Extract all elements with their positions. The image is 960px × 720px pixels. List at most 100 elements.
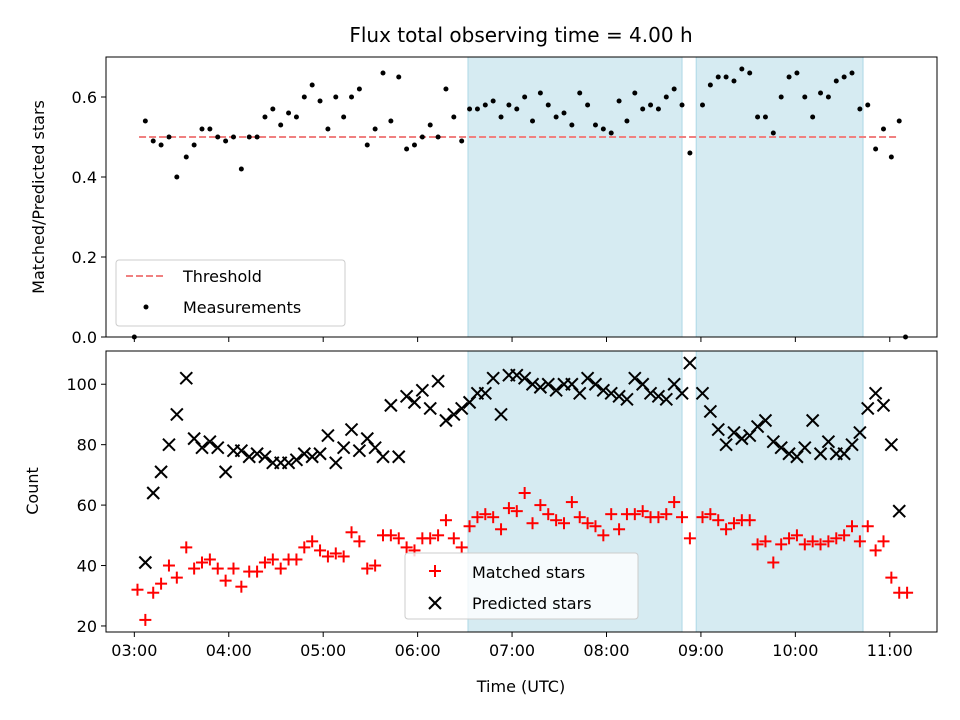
matched-point [321,550,334,563]
measurement-point [865,102,871,108]
measurement-points [131,66,909,340]
matched-point [211,562,224,575]
x-tick-label: 04:00 [206,641,252,660]
matched-point [203,553,216,566]
matched-point [196,556,209,569]
predicted-point [813,447,828,461]
measurement-point [537,90,543,96]
matched-point [290,553,303,566]
measurement-point [786,74,792,80]
matched-point [353,535,366,548]
matched-point [720,523,733,536]
matched-point [696,511,709,524]
predicted-point [384,398,398,413]
predicted-point [735,431,749,446]
predicted-point [533,380,548,394]
predicted-point [431,374,445,388]
matched-point [822,535,835,548]
measurement-point [755,114,761,120]
predicted-point [884,437,899,452]
matched-point [139,613,152,626]
measurement-point [349,94,355,100]
x-tick-label: 07:00 [489,641,535,660]
measurement-point [818,90,824,96]
measurement-point [561,110,567,116]
measurement-point [857,106,863,112]
matched-point [298,541,311,554]
bottom-panel: 03:00 04:00 05:00 06:00 07:00 08:00 09:00 10:00… [23,350,938,696]
predicted-point [305,450,319,464]
measurement-point [325,126,331,132]
measurement-point [451,114,457,120]
matched-point [487,511,500,524]
predicted-point [313,447,327,461]
predicted-point [643,386,658,401]
measurement-point [435,134,441,140]
matched-point [814,538,827,551]
predicted-point [258,450,272,464]
predicted-point [612,389,626,404]
measurement-point [317,98,323,104]
predicted-point [179,371,193,385]
matched-point [329,547,342,560]
predicted-point [297,447,312,461]
matched-point [846,520,859,533]
predicted-point [415,383,430,397]
matched-point [597,529,610,542]
x-axis-label: Time (UTC) [476,677,565,696]
matched-point [853,535,866,548]
measurement-point [880,126,886,132]
measurement-point [262,114,268,120]
matched-point [877,535,890,548]
top-legend: Threshold Measurements [115,259,346,327]
bottom-y-tick-label: 100 [66,375,97,394]
top-shaded-intervals [467,56,864,338]
predicted-point [821,434,836,449]
measurement-point [238,166,244,172]
predicted-point [423,401,437,416]
measurement-point [778,94,784,100]
matched-point [743,514,756,527]
predicted-point [242,450,256,464]
measurement-point [301,94,307,100]
top-y-tick-label: 0.4 [72,168,97,187]
matched-point [471,511,484,524]
predicted-point [525,377,540,391]
matched-point [432,529,445,542]
measurement-point [254,134,260,140]
predicted-point [588,377,603,391]
matched-point [306,535,319,548]
matched-point [337,550,350,563]
legend-measurements-label: Measurements [183,298,301,317]
matched-point [767,556,780,569]
measurement-point [663,94,669,100]
measurement-point [825,94,831,100]
matched-point [861,520,874,533]
predicted-point [447,407,461,422]
measurement-point [207,126,213,132]
predicted-point [703,404,718,419]
measurement-point [648,102,654,108]
measurement-point [671,86,677,92]
shaded-interval-0 [467,56,683,338]
predicted-point [774,440,788,455]
predicted-point [154,465,168,479]
predicted-point [541,377,555,391]
predicted-point [321,428,335,443]
measurement-point [592,122,598,128]
matched-point [518,487,531,500]
matched-point [838,529,851,542]
matched-point [806,535,819,548]
matched-point [790,529,803,542]
measurement-point [293,114,299,120]
x-tick-label: 05:00 [300,641,346,660]
matched-point [573,511,586,524]
measurement-point [142,118,148,124]
measurement-point [747,70,753,76]
predicted-point [604,386,618,401]
measurement-point [715,74,721,80]
measurement-point [731,78,737,84]
measurement-point [183,154,189,160]
predicted-point [517,371,532,385]
matched-point [314,544,327,557]
